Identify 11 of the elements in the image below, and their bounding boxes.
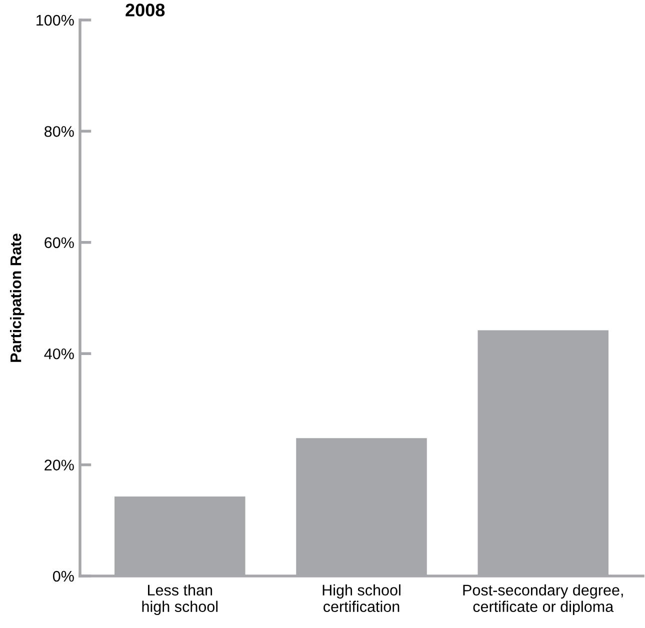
x-tick-label: Post-secondary degree, certificate or diploma: [463, 584, 623, 616]
y-tick-label: 40%: [44, 348, 74, 360]
x-tick-label: Less than high school: [142, 584, 218, 616]
y-tick-label: 0%: [52, 570, 74, 582]
y-tick-label: 100%: [36, 14, 74, 26]
y-axis-title: Participation Rate: [10, 234, 24, 362]
y-tick-label: 80%: [44, 126, 74, 137]
chart-title: 2008: [126, 4, 165, 16]
y-tick-label: 20%: [44, 460, 74, 470]
x-tick-label: High school certification: [322, 584, 400, 612]
y-tick-label: 60%: [44, 237, 74, 248]
